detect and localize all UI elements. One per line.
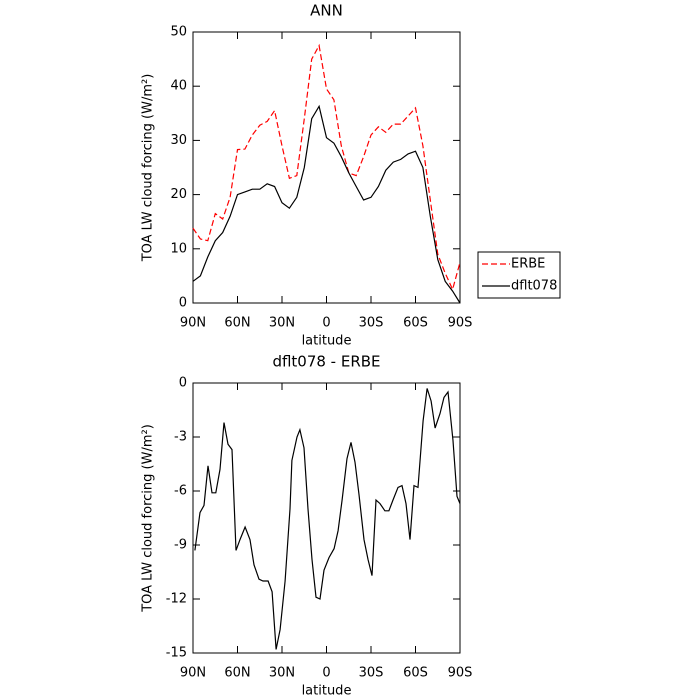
x-tick-label: 60N: [224, 316, 250, 331]
plot-frame: [192, 382, 461, 654]
y-tick-label: 0: [179, 296, 187, 311]
data-line: [192, 43, 461, 292]
y-axis-label: TOA LW cloud forcing (W/m²): [141, 424, 156, 613]
legend-label: ERBE: [511, 257, 545, 272]
y-tick-label: 10: [170, 241, 187, 256]
y-tick-label: -15: [166, 646, 187, 661]
x-tick-label: 30S: [359, 666, 384, 681]
y-tick-label: -3: [174, 430, 187, 445]
x-tick-label: 60S: [403, 316, 428, 331]
x-tick-label: 60S: [403, 666, 428, 681]
y-tick-label: 50: [170, 25, 187, 40]
data-line: [192, 104, 461, 304]
legend-label: dflt078: [511, 279, 557, 294]
y-tick-label: -12: [166, 592, 187, 607]
y-tick-label: 20: [170, 187, 187, 202]
x-tick-label: 30S: [359, 316, 384, 331]
y-tick-label: -9: [174, 538, 187, 553]
x-tick-label: 60N: [224, 666, 250, 681]
legend-box: [477, 251, 561, 299]
y-tick-label: -6: [174, 484, 187, 499]
chart-title: dflt078 - ERBE: [272, 353, 380, 371]
x-tick-label: 0: [322, 666, 330, 681]
y-axis-label: TOA LW cloud forcing (W/m²): [141, 74, 156, 263]
x-tick-label: 90S: [448, 316, 473, 331]
x-tick-label: 30N: [269, 316, 295, 331]
x-axis-label: latitude: [302, 334, 352, 349]
x-axis-label: latitude: [302, 684, 352, 699]
x-tick-label: 90N: [180, 666, 206, 681]
y-tick-label: 0: [179, 376, 187, 391]
y-tick-label: 40: [170, 79, 187, 94]
x-tick-label: 90N: [180, 316, 206, 331]
y-tick-label: 30: [170, 133, 187, 148]
chart-title: ANN: [310, 2, 343, 20]
data-line: [194, 388, 461, 650]
x-tick-label: 30N: [269, 666, 295, 681]
x-tick-label: 0: [322, 316, 330, 331]
plot-frame: [192, 31, 461, 304]
x-tick-label: 90S: [448, 666, 473, 681]
